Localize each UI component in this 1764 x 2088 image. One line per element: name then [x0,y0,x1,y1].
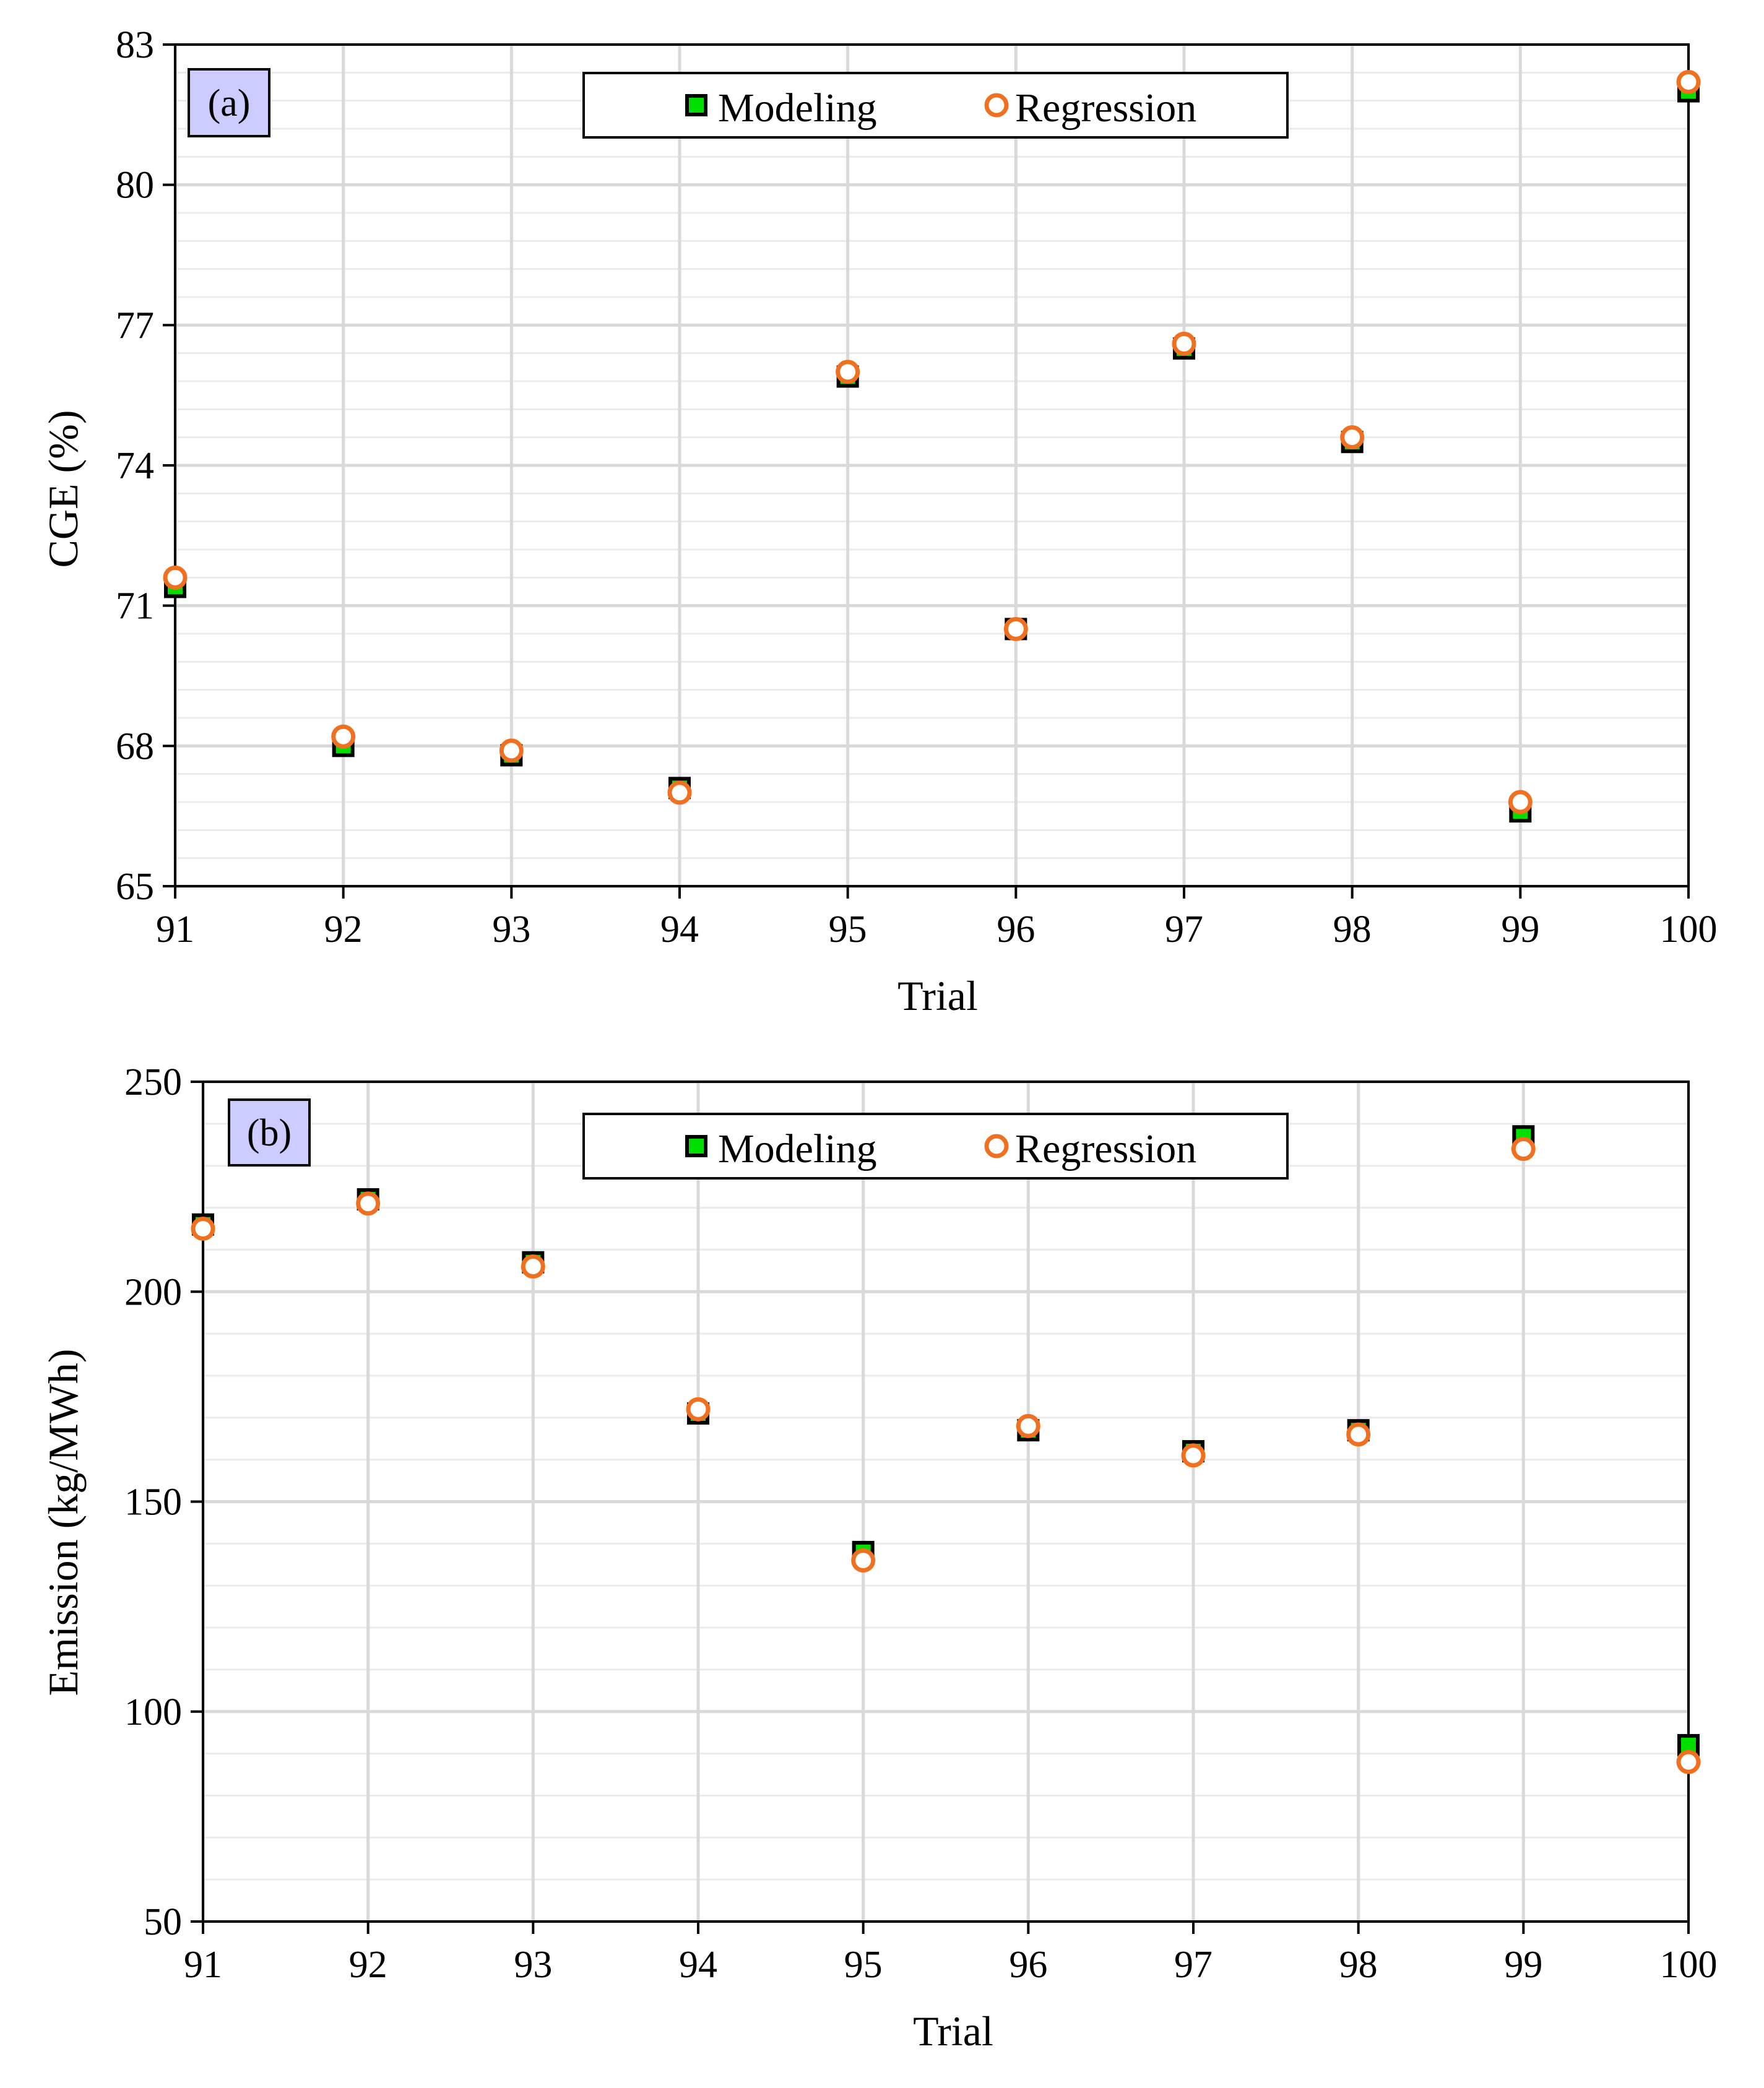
regression-point [331,724,356,749]
legend: Modeling Regression [582,72,1289,139]
x-tick-label: 94 [679,1944,717,1986]
regression-point [521,1254,545,1279]
regression-series [191,1137,1701,1774]
y-tick-label: 68 [116,725,154,767]
legend-modeling-label: Modeling [718,85,877,131]
y-axis-tick-labels: 50 100 150 200 250 [124,1061,182,1943]
x-tick-label: 97 [1165,908,1203,951]
regression-point [1340,425,1365,450]
regression-point [851,1548,876,1572]
regression-point [1181,1443,1206,1468]
regression-series [163,69,1701,814]
y-tick-label: 71 [116,585,154,628]
y-axis-label: CGE (%) [40,410,87,568]
x-axis-label: Trial [913,2008,993,2055]
x-tick-label: 96 [1009,1944,1047,1986]
x-tick-label: 100 [1660,1944,1718,1986]
regression-point [686,1397,711,1421]
x-tick-label: 95 [829,908,867,951]
axis-ticks [163,43,1690,899]
panel-label-text: (a) [208,82,251,124]
legend: Modeling Regression [582,1113,1289,1180]
regression-point [1016,1413,1040,1438]
x-tick-label: 91 [156,908,194,951]
panel-label-a: (a) [188,68,270,137]
x-tick-label: 92 [324,908,363,951]
regression-point [1508,790,1533,814]
x-tick-label: 93 [514,1944,552,1986]
y-tick-label: 50 [144,1901,182,1943]
x-tick-label: 95 [844,1944,883,1986]
x-tick-label: 98 [1333,908,1372,951]
y-tick-label: 200 [124,1271,182,1313]
regression-point [356,1191,381,1216]
axis-ticks [191,1081,1690,1934]
panel-label-text: (b) [247,1112,292,1154]
x-tick-label: 98 [1339,1944,1378,1986]
x-tick-label: 91 [184,1944,222,1986]
y-tick-label: 65 [116,866,154,908]
regression-point [163,565,188,590]
minor-gridlines [203,1123,1688,1881]
x-tick-label: 99 [1501,908,1539,951]
cge-chart-panel: 91 92 93 94 95 96 97 98 99 100 65 68 71 74 77 80 83 Tri… [40,24,1718,1019]
x-tick-label: 92 [349,1944,387,1986]
y-tick-label: 100 [124,1691,182,1733]
panel-label-box [188,68,270,137]
y-tick-label: 250 [124,1061,182,1103]
regression-point [1172,332,1196,356]
emission-chart-panel: 91 92 93 94 95 96 97 98 99 100 50 100 150 200 250 Tri… [40,1061,1718,2055]
legend-circle-marker [984,93,1009,118]
x-tick-label: 99 [1504,1944,1542,1986]
regression-point [1511,1137,1536,1162]
panel-label-b: (b) [228,1098,311,1167]
minor-gridlines [175,71,1688,860]
regression-point [191,1216,215,1241]
regression-point [1676,1749,1701,1774]
x-tick-label: 94 [660,908,699,951]
y-tick-label: 150 [124,1482,182,1524]
x-tick-label: 96 [997,908,1035,951]
regression-point [667,780,692,805]
y-tick-label: 83 [116,24,154,66]
legend-regression-label: Regression [1015,85,1196,131]
panel-label-box [228,1098,311,1167]
regression-point [1346,1422,1371,1447]
legend-modeling-label: Modeling [718,1126,877,1171]
legend-modeling-marker [685,1135,707,1157]
x-tick-label: 93 [492,908,530,951]
y-axis-label: Emission (kg/MWh) [40,1349,87,1696]
legend-square-marker [685,1135,707,1157]
x-axis-tick-labels: 91 92 93 94 95 96 97 98 99 100 [184,1944,1718,1986]
x-tick-label: 97 [1174,1944,1213,1986]
legend-regression-label: Regression [1015,1126,1196,1171]
legend-modeling-marker [685,94,707,116]
legend-regression-marker [984,1134,1009,1158]
y-axis-tick-labels: 65 68 71 74 77 80 83 [116,24,154,908]
legend-circle-marker [984,1134,1009,1158]
y-tick-label: 77 [116,304,154,347]
x-axis-tick-labels: 91 92 93 94 95 96 97 98 99 100 [156,908,1718,951]
regression-point [499,738,524,763]
x-tick-label: 100 [1660,908,1718,951]
regression-point [836,360,860,384]
x-axis-label: Trial [897,972,978,1019]
y-tick-label: 74 [116,445,154,487]
legend-regression-marker [984,93,1009,118]
y-tick-label: 80 [116,165,154,207]
regression-point [1676,69,1701,94]
regression-point [1003,616,1028,641]
legend-square-marker [685,94,707,116]
